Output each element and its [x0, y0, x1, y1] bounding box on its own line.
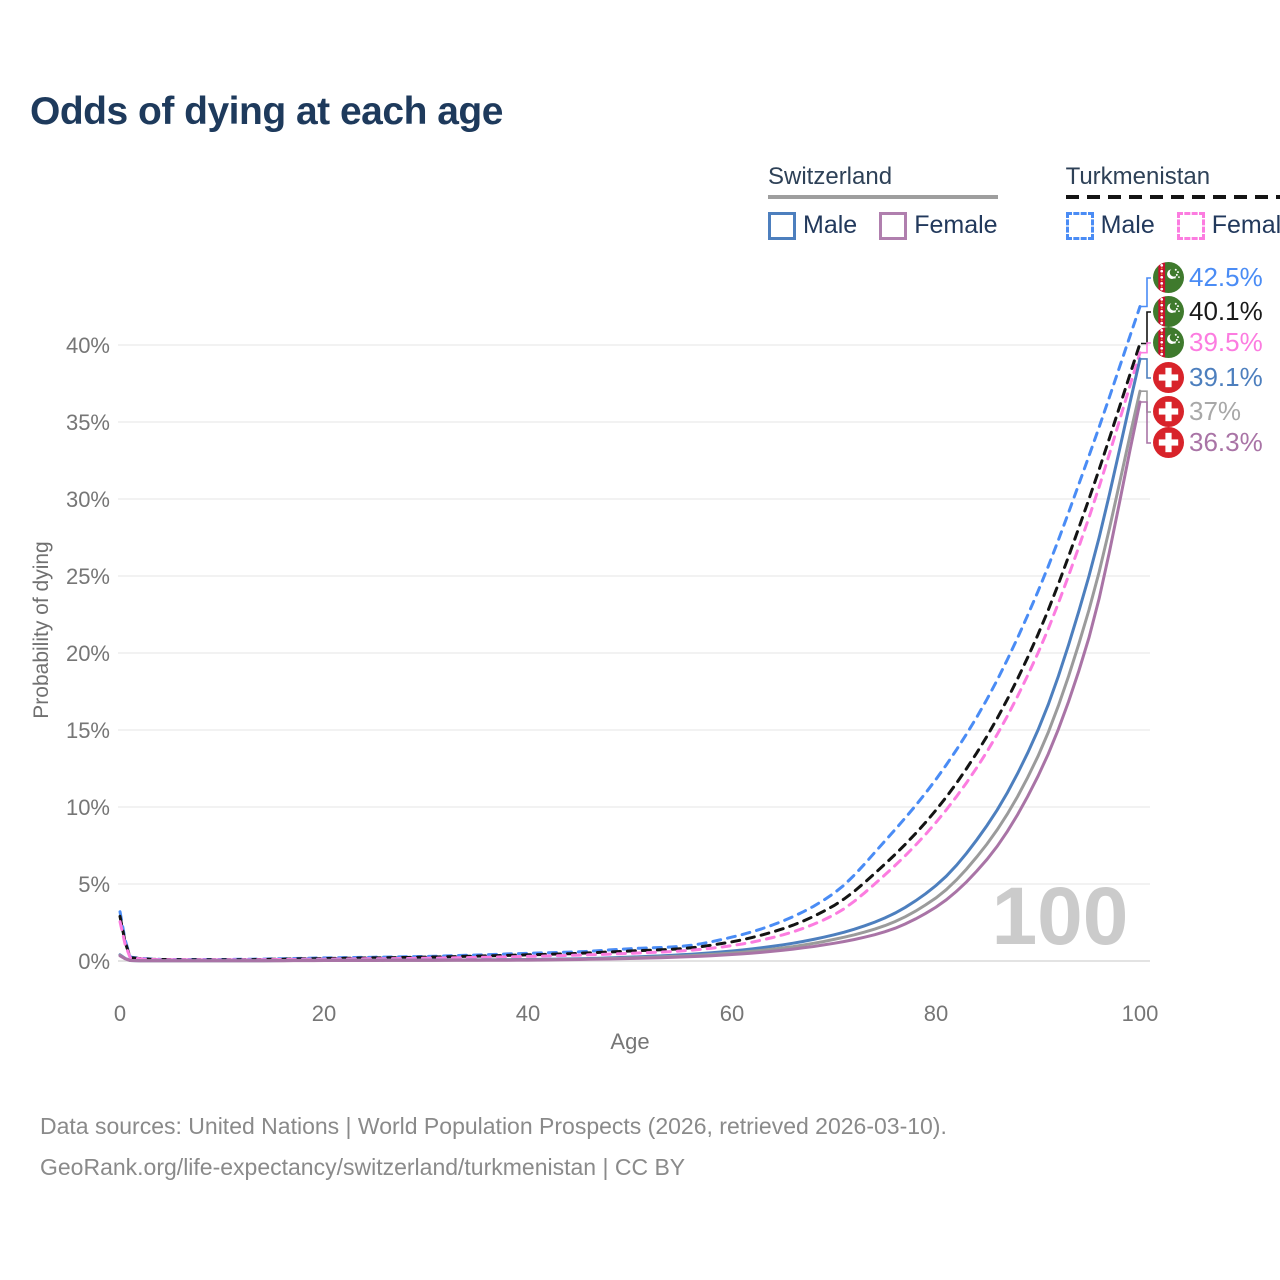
end-label-row: 42.5%: [1153, 262, 1263, 293]
end-label-row: 36.3%: [1153, 427, 1263, 458]
legend-country-label: Switzerland: [768, 163, 893, 190]
female-dashed-swatch: [1176, 211, 1205, 240]
data-sources-text: Data sources: United Nations | World Pop…: [40, 1113, 947, 1139]
switzerland-flag-icon: [1153, 396, 1184, 427]
legend-group-turkmenistan: Turkmenistan Male Female: [1065, 163, 1280, 240]
x-tick-label: 60: [720, 1001, 744, 1026]
switzerland-flag-icon: [1153, 427, 1184, 458]
leader-line: [1141, 401, 1151, 444]
y-tick-label: 35%: [66, 410, 110, 435]
end-value-text: 40.1%: [1189, 296, 1263, 326]
turkmenistan-flag-icon: [1153, 262, 1184, 293]
legend-item-switzerland-male[interactable]: Male: [768, 211, 857, 240]
leader-line: [1141, 342, 1151, 354]
female-solid-swatch: [879, 211, 908, 240]
x-tick-label: 20: [312, 1001, 336, 1026]
leader-line: [1141, 358, 1151, 379]
end-value-text: 36.3%: [1189, 427, 1263, 457]
end-label-row: 37%: [1153, 396, 1241, 427]
x-tick-label: 40: [516, 1001, 540, 1026]
switzerland-flag-icon: [1153, 362, 1184, 393]
end-value-text: 39.1%: [1189, 362, 1263, 392]
male-solid-swatch: [768, 211, 796, 240]
legend: Switzerland Male Female Turkmenistan Mal…: [768, 163, 1280, 240]
turkmenistan-flag-icon: [1153, 327, 1184, 358]
series-line-switzerland-male[interactable]: [118, 357, 1142, 963]
y-tick-label: 5%: [78, 872, 110, 897]
end-value-text: 39.5%: [1189, 327, 1263, 357]
series-line-switzerland-female[interactable]: [118, 400, 1142, 963]
attribution-link-text[interactable]: GeoRank.org/life-expectancy/switzerland/…: [40, 1154, 686, 1180]
end-label-row: 40.1%: [1153, 296, 1263, 327]
footer: Data sources: United Nations | World Pop…: [40, 1106, 947, 1188]
y-tick-label: 15%: [66, 718, 110, 743]
x-tick-label: 0: [114, 1001, 126, 1026]
dashed-line-swatch: [1065, 195, 1280, 199]
male-dashed-swatch: [1065, 211, 1094, 240]
series-line-turkmenistan-both-sexes[interactable]: [118, 342, 1142, 962]
legend-item-label: Female: [914, 211, 998, 239]
y-tick-label: 0%: [78, 949, 110, 974]
end-label-row: 39.5%: [1153, 327, 1263, 358]
legend-item-label: Female: [1211, 211, 1280, 239]
legend-country-label: Turkmenistan: [1065, 163, 1211, 190]
end-value-text: 42.5%: [1189, 262, 1263, 292]
y-tick-label: 20%: [66, 641, 110, 666]
legend-item-turkmenistan-male[interactable]: Male: [1065, 211, 1155, 240]
leader-line: [1141, 277, 1151, 308]
y-tick-label: 10%: [66, 795, 110, 820]
legend-item-label: Male: [803, 211, 858, 239]
x-axis-title: Age: [610, 1029, 649, 1054]
series-line-switzerland-both-sexes[interactable]: [118, 389, 1142, 963]
y-tick-label: 25%: [66, 564, 110, 589]
legend-item-switzerland-female[interactable]: Female: [879, 211, 998, 240]
y-tick-label: 30%: [66, 487, 110, 512]
legend-group-switzerland: Switzerland Male Female: [768, 163, 998, 240]
series-line-turkmenistan-female[interactable]: [118, 351, 1142, 962]
solid-line-swatch: [768, 195, 998, 199]
end-label-row: 39.1%: [1153, 362, 1263, 393]
leader-line: [1141, 311, 1151, 345]
turkmenistan-flag-icon: [1153, 296, 1184, 327]
odds-of-dying-chart: 0% 5% 10% 15% 20% 25% 30% 35% 40% 100 0 20 40 60 80 100…: [30, 277, 1159, 1054]
x-tick-label: 80: [924, 1001, 948, 1026]
legend-item-label: Male: [1100, 211, 1155, 239]
y-axis-title: Probability of dying: [30, 541, 53, 718]
age-watermark: 100: [992, 871, 1129, 962]
y-tick-label: 40%: [66, 333, 110, 358]
page-title: Odds of dying at each age: [30, 90, 503, 133]
x-tick-label: 100: [1122, 1001, 1159, 1026]
legend-item-turkmenistan-female[interactable]: Female: [1176, 211, 1280, 240]
end-value-text: 37%: [1189, 396, 1242, 426]
